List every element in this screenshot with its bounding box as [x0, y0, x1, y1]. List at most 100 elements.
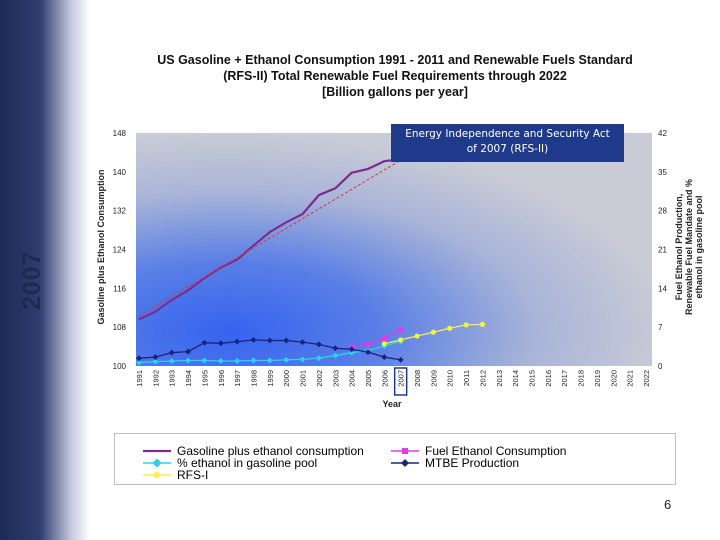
- y-axis-label-right-line-2: Renewable Fuel Mandate and %: [684, 179, 694, 315]
- y-tick-left: 124: [113, 246, 127, 255]
- series-point-2: [266, 357, 273, 364]
- annotation-line-1: Energy Independence and Security Act: [405, 128, 610, 140]
- series-point-3: [152, 354, 159, 361]
- chart-title: US Gasoline + Ethanol Consumption 1991 -…: [95, 52, 695, 100]
- x-tick-label: 2004: [348, 370, 357, 387]
- series-point-2: [168, 358, 175, 365]
- x-tick-label: 2017: [560, 370, 569, 387]
- y-tick-right: 35: [658, 168, 667, 177]
- legend-swatch-rfs1: [143, 471, 171, 479]
- series-point-3: [299, 339, 306, 346]
- series-point-3: [332, 345, 339, 352]
- series-point-3: [136, 355, 142, 362]
- y-tick-left: 140: [113, 168, 127, 177]
- series-point-2: [332, 352, 339, 359]
- y-tick-left: 108: [113, 323, 127, 332]
- series-point-2: [250, 357, 257, 364]
- x-tick-label: 2018: [577, 370, 586, 387]
- x-tick-label: 1999: [266, 370, 275, 387]
- x-tick-label: 2009: [429, 370, 438, 387]
- series-point-3: [201, 339, 208, 346]
- series-point-4: [414, 333, 420, 339]
- y-tick-right: 21: [658, 246, 667, 255]
- x-tick-label: 2016: [544, 370, 553, 387]
- y-axis-label-right-line-3: ethanol in gasoline pool: [694, 195, 704, 298]
- series-point-3: [315, 341, 322, 348]
- series-point-2: [201, 357, 208, 364]
- x-tick-label: 2020: [609, 370, 618, 387]
- x-tick-label: 2007: [397, 370, 406, 387]
- series-point-4: [479, 321, 486, 327]
- y-tick-left: 148: [113, 129, 127, 138]
- x-tick-label: 1995: [200, 370, 209, 387]
- x-tick-label: 1994: [184, 370, 193, 387]
- x-tick-label: 1992: [151, 370, 160, 387]
- series-point-4: [430, 329, 436, 335]
- legend-label-rfs1: RFS-I: [177, 468, 209, 482]
- x-tick-label: 2005: [364, 370, 373, 387]
- series-line-5: [138, 159, 401, 317]
- x-tick-label: 1991: [135, 370, 144, 387]
- series-point-3: [234, 338, 241, 345]
- x-tick-label: 2008: [413, 370, 422, 387]
- x-axis-label: Year: [382, 399, 402, 409]
- chart-title-line-3: [Billion gallons per year]: [322, 85, 468, 99]
- series-point-3: [250, 336, 257, 343]
- plot-area: [136, 133, 652, 366]
- y-tick-left: 116: [113, 284, 126, 293]
- series-point-2: [299, 356, 306, 363]
- legend-swatch-gasoline: [143, 449, 171, 453]
- x-tick-label: 1997: [233, 370, 242, 387]
- x-tick-label: 2003: [331, 370, 340, 387]
- series-point-4: [398, 337, 404, 343]
- x-tick-label: 2010: [446, 370, 455, 387]
- y-tick-right: 7: [658, 323, 663, 332]
- x-tick-label: 2006: [380, 370, 389, 387]
- y-axis-label-right-line-1: Fuel Ethanol Production,: [674, 194, 684, 301]
- legend-label-fuel-ethanol: Fuel Ethanol Consumption: [425, 444, 567, 458]
- chart-title-line-1: US Gasoline + Ethanol Consumption 1991 -…: [157, 53, 633, 67]
- y-tick-right: 28: [658, 207, 667, 216]
- x-tick-highlight: [393, 367, 408, 396]
- x-tick-label: 2001: [299, 370, 308, 387]
- series-point-2: [315, 355, 322, 362]
- chart-legend: Gasoline plus ethanol consumption % etha…: [114, 433, 676, 485]
- y-tick-left: 100: [113, 362, 127, 371]
- x-tick-label: 2012: [478, 370, 487, 387]
- x-tick-label: 2019: [593, 370, 602, 387]
- annotation-line-2: of 2007 (RFS-II): [466, 143, 549, 155]
- series-point-3: [364, 349, 371, 356]
- series-point-3: [168, 349, 175, 356]
- x-tick-label: 2015: [528, 370, 537, 387]
- y-axis-label-right: Fuel Ethanol Production, Renewable Fuel …: [674, 179, 704, 315]
- series-point-2: [234, 358, 241, 365]
- x-tick-label: 2013: [495, 370, 504, 387]
- legend-swatch-mtbe: [391, 459, 419, 467]
- annotation-box: Energy Independence and Security Act of …: [391, 124, 624, 162]
- legend-swatch-fuel-ethanol: [391, 448, 419, 454]
- x-tick-label: 1993: [168, 370, 177, 387]
- x-tick-label: 2014: [511, 370, 520, 387]
- x-tick-label: 2022: [642, 370, 651, 387]
- legend-item-fuel-ethanol: Fuel Ethanol Consumption: [391, 444, 567, 458]
- y-axis-label-left: Gasoline plus Ethanol Consumption: [96, 169, 106, 324]
- legend-item-rfs1: RFS-I: [143, 468, 209, 482]
- y-tick-right: 0: [658, 362, 663, 371]
- series-line-1: [351, 329, 401, 348]
- series-point-3: [217, 340, 224, 347]
- series-point-2: [283, 356, 290, 363]
- series-point-3: [397, 356, 404, 363]
- chart-title-line-2: (RFS-II) Total Renewable Fuel Requiremen…: [223, 69, 567, 83]
- series-point-2: [217, 358, 224, 365]
- series-point-3: [348, 346, 355, 353]
- left-decorative-band: [0, 0, 90, 540]
- series-point-3: [266, 337, 273, 344]
- series-line-0: [138, 158, 401, 321]
- series-point-4: [463, 322, 469, 328]
- legend-label-ethanol-pct: % ethanol in gasoline pool: [177, 456, 318, 470]
- series-point-1: [365, 341, 371, 347]
- x-tick-label: 2002: [315, 370, 324, 387]
- page-number: 6: [664, 497, 672, 512]
- x-tick-label: 1996: [217, 370, 226, 387]
